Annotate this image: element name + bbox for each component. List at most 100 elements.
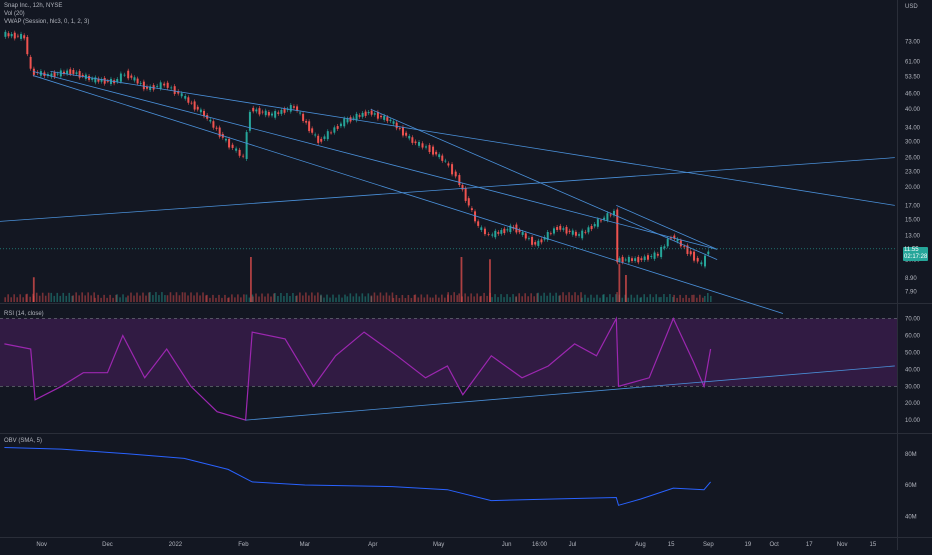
volume-bar — [599, 297, 601, 302]
volume-bar — [152, 295, 154, 302]
volume-bar — [87, 292, 89, 302]
candle-body — [100, 79, 103, 82]
volume-bar — [546, 295, 548, 302]
time-axis-label: Feb — [238, 542, 249, 548]
volume-bar — [116, 294, 118, 302]
volume-bar — [486, 295, 488, 302]
candle-body — [330, 132, 333, 134]
candle-body — [53, 72, 56, 78]
volume-bar — [584, 294, 586, 302]
candle-body — [673, 235, 676, 239]
candle-body — [670, 237, 673, 239]
volume-bar — [72, 295, 74, 302]
candle-body — [543, 237, 546, 240]
volume-bar — [35, 292, 38, 302]
rsi-tick-label: 40.00 — [905, 367, 921, 373]
volume-bar — [464, 293, 466, 302]
candle-body — [367, 112, 370, 114]
volume-bar — [429, 297, 432, 302]
volume-bar — [581, 297, 583, 302]
rsi-tick-label: 10.00 — [905, 418, 921, 424]
candle-body — [432, 146, 435, 155]
candle-body — [23, 35, 26, 39]
candle-body — [20, 33, 23, 39]
volume-bar — [571, 295, 573, 302]
volume-bar — [326, 294, 328, 302]
candle-body — [238, 149, 241, 156]
candle-body — [199, 109, 202, 113]
volume-spike — [460, 257, 463, 302]
candle-body — [88, 75, 91, 80]
volume-bar — [423, 297, 426, 302]
volume-bar — [103, 294, 105, 302]
price-tick-label: 26.00 — [905, 156, 921, 162]
candle-body — [650, 256, 653, 257]
volume-bar — [329, 297, 331, 302]
volume-bar — [125, 297, 127, 302]
rsi-legend: RSI (14, close) — [4, 310, 44, 318]
volume-bar — [280, 292, 282, 302]
candle-body — [418, 141, 421, 146]
volume-bar — [627, 297, 630, 302]
candle-body — [91, 78, 94, 80]
volume-spike — [32, 277, 35, 302]
volume-bar — [270, 296, 272, 302]
candle-body — [552, 228, 555, 234]
candle-body — [444, 160, 447, 162]
price-tick-label: 15.00 — [905, 217, 921, 223]
volume-bar — [414, 294, 417, 302]
rsi-tick-label: 60.00 — [905, 333, 921, 339]
volume-bar — [59, 295, 62, 302]
candle-body — [676, 239, 679, 242]
volume-bar — [286, 292, 288, 302]
candle-body — [653, 252, 656, 259]
volume-bar — [660, 297, 662, 302]
candle-body — [296, 106, 299, 111]
volume-bar — [133, 295, 135, 302]
candle-body — [215, 127, 218, 129]
price-axis-currency: USD — [905, 4, 918, 10]
volume-bar — [568, 292, 570, 302]
price-trendline — [0, 157, 895, 222]
volume-bar — [506, 294, 508, 302]
candle-body — [435, 151, 438, 155]
volume-bar — [320, 294, 322, 302]
candle-body — [480, 227, 483, 230]
candle-body — [540, 239, 543, 243]
price-tick-label: 40.00 — [905, 107, 921, 113]
volume-bar — [497, 297, 499, 302]
price-trendline — [32, 70, 718, 250]
volume-bar — [494, 294, 496, 302]
volume-bar — [243, 294, 245, 302]
candle-body — [311, 128, 314, 133]
last-price: 11.55 — [904, 247, 919, 253]
legend-vwap: VWAP (Session, hlc3, 0, 1, 2, 3) — [4, 19, 90, 25]
volume-bar — [373, 292, 376, 302]
time-axis-label: Jun — [502, 542, 512, 548]
volume-bar — [206, 294, 208, 302]
candle-body — [228, 138, 231, 148]
candle-body — [317, 135, 320, 143]
candle-body — [612, 210, 615, 216]
candle-body — [606, 213, 609, 221]
candle-body — [224, 138, 227, 141]
candle-body — [103, 77, 106, 84]
rsi-tick-label: 70.00 — [905, 317, 921, 323]
candle-body — [177, 91, 180, 94]
volume-bar — [565, 295, 567, 302]
candle-body — [643, 256, 646, 261]
candle-body — [133, 77, 136, 81]
candle-body — [146, 86, 149, 89]
volume-bar — [273, 293, 275, 302]
candle-body — [383, 115, 386, 120]
candle-body — [546, 231, 549, 240]
volume-bar — [479, 296, 481, 302]
candle-body — [231, 144, 234, 148]
volume-bar — [672, 297, 674, 302]
time-axis-label: Apr — [368, 542, 377, 548]
candle-body — [308, 121, 311, 132]
volume-bar — [549, 292, 551, 302]
candle-body — [392, 121, 395, 124]
